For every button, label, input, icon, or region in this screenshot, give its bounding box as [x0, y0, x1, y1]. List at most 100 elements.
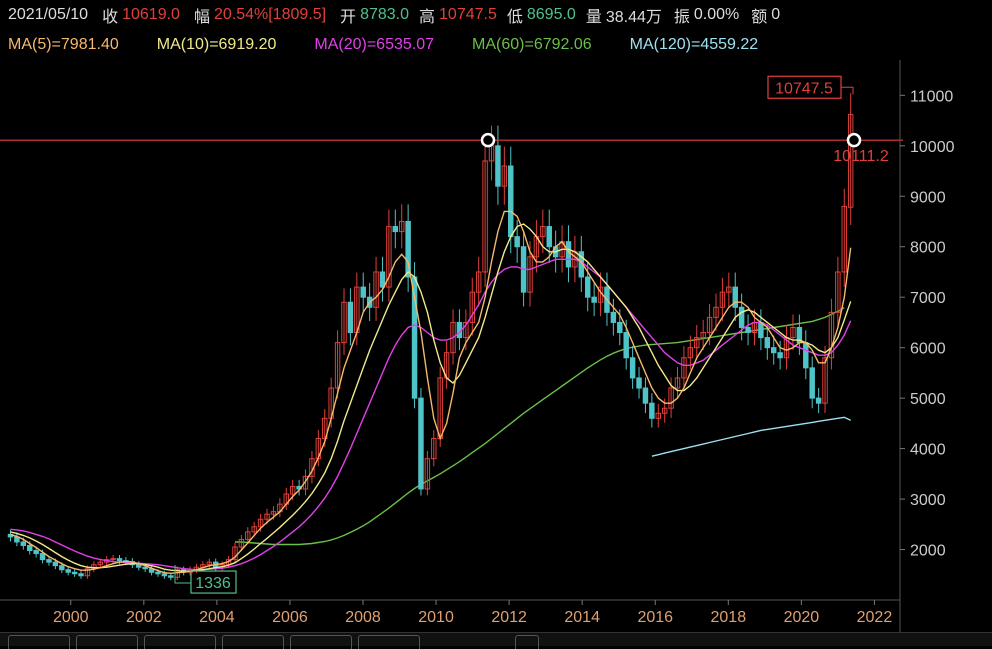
ma20-line — [10, 258, 852, 571]
ma120-path — [651, 416, 852, 457]
candle-body — [745, 326, 751, 334]
y-tick-label: 4000 — [910, 442, 946, 459]
candle-body — [475, 271, 482, 293]
candle-body — [379, 271, 386, 288]
indicator-tab-vpa[interactable] — [76, 635, 138, 649]
ma20-path — [10, 258, 852, 571]
candle-body — [59, 565, 65, 571]
x-axis: 2000 2002 2004 2006 2008 2010 2012 2014 2016 2018… — [0, 599, 900, 626]
candle-body — [687, 347, 694, 359]
candle-body — [482, 160, 488, 273]
close-label: 收 — [102, 9, 119, 26]
candle-body — [514, 236, 520, 248]
candle-body — [841, 205, 847, 273]
indicator-tab-sar[interactable] — [290, 635, 352, 649]
candle-body — [508, 165, 514, 238]
candle-body — [20, 541, 27, 546]
candle-body — [617, 321, 623, 334]
candle-body — [116, 558, 123, 562]
x-tick-label: 2018 — [711, 609, 747, 626]
candle-body — [738, 306, 745, 328]
candle-body — [501, 165, 508, 187]
y-tick-label: 3000 — [910, 492, 946, 509]
candle-body — [713, 306, 719, 318]
min-label: 1336 — [195, 575, 231, 592]
candlestick-chart[interactable]: 10747.5 10111.2 1336 11000 10000 9000 8000 700… — [0, 60, 992, 632]
annotations: 10747.5 10111.2 1336 — [0, 75, 903, 594]
candles — [7, 93, 854, 581]
candle-body — [238, 538, 245, 548]
y-tick-label: 9000 — [910, 189, 946, 206]
x-tick-label: 2006 — [272, 609, 308, 626]
x-tick-label: 2012 — [491, 609, 527, 626]
candle-body — [257, 518, 264, 528]
x-tick-label: 2010 — [418, 609, 454, 626]
candle-body — [155, 571, 161, 575]
max-label: 10747.5 — [775, 80, 833, 97]
candle-body — [52, 561, 59, 567]
high-label: 高 — [419, 9, 436, 26]
y-tick-label: 6000 — [910, 341, 946, 358]
candle-body — [161, 573, 168, 577]
candle-body — [527, 256, 533, 293]
ma-legend: MA(5)=7981.40 MA(10)=6919.20 MA(20)=6535… — [0, 30, 992, 60]
candle-body — [770, 347, 777, 354]
ma60-line — [235, 307, 845, 546]
candle-body — [847, 114, 854, 208]
candle-body — [835, 271, 841, 313]
candle-body — [270, 511, 277, 515]
high-value: 10747.5 — [439, 6, 497, 23]
candle-body — [386, 226, 392, 288]
indicator-tab-dsh[interactable] — [8, 635, 70, 649]
candle-body — [65, 569, 71, 573]
candle-body — [26, 544, 33, 552]
amplitude-value: 0.00% — [693, 6, 740, 23]
ma10-legend: MA(10)=6919.20 — [156, 36, 277, 53]
candle-body — [803, 342, 809, 369]
ma60-path — [235, 307, 845, 546]
candle-body — [674, 377, 681, 389]
candle-body — [668, 387, 674, 409]
indicator-tab-rsi[interactable] — [222, 635, 284, 649]
indicator-tab-kdj[interactable] — [358, 635, 420, 649]
candle-body — [726, 286, 732, 293]
candle-body — [110, 558, 116, 561]
ma5-legend: MA(5)=7981.40 — [8, 36, 119, 53]
indicator-tab-macd[interactable] — [144, 635, 216, 649]
candle-body — [469, 291, 475, 323]
amount-label: 额 — [751, 9, 768, 26]
min-pointer — [174, 565, 191, 584]
ma20-legend: MA(20)=6535.07 — [314, 36, 435, 53]
range-value: 20.54%[1809.5] — [213, 6, 327, 23]
candle-body — [636, 377, 642, 389]
candle-body — [206, 561, 213, 566]
candle-body — [289, 485, 296, 495]
candle-body — [418, 397, 424, 490]
candle-body — [764, 337, 771, 349]
close-label: 10111.2 — [833, 148, 889, 165]
grid-toggle-icon[interactable] — [515, 635, 539, 649]
candle-body — [495, 145, 501, 187]
candle-body — [341, 301, 347, 344]
candle-body — [623, 332, 629, 359]
candle-body — [610, 311, 617, 323]
candle-body — [251, 526, 257, 533]
ma10-line — [10, 223, 852, 572]
candle-body — [97, 561, 104, 566]
candle-body — [642, 387, 649, 404]
y-axis: 11000 10000 9000 8000 7000 6000 5000 4000 3000 20… — [899, 60, 955, 632]
candle-body — [136, 564, 142, 568]
crosshair-marker — [480, 132, 496, 148]
candle-body — [347, 301, 354, 334]
candle-body — [264, 513, 270, 520]
candle-body — [700, 332, 706, 339]
ma10-path — [10, 223, 852, 572]
candle-body — [649, 402, 655, 419]
x-tick-label: 2002 — [126, 609, 162, 626]
candle-body — [584, 276, 591, 298]
ma60-legend: MA(60)=6792.06 — [472, 36, 592, 53]
candle-body — [232, 546, 238, 561]
candle-body — [540, 226, 546, 238]
max-pointer — [841, 86, 854, 95]
candle-body — [322, 417, 328, 440]
